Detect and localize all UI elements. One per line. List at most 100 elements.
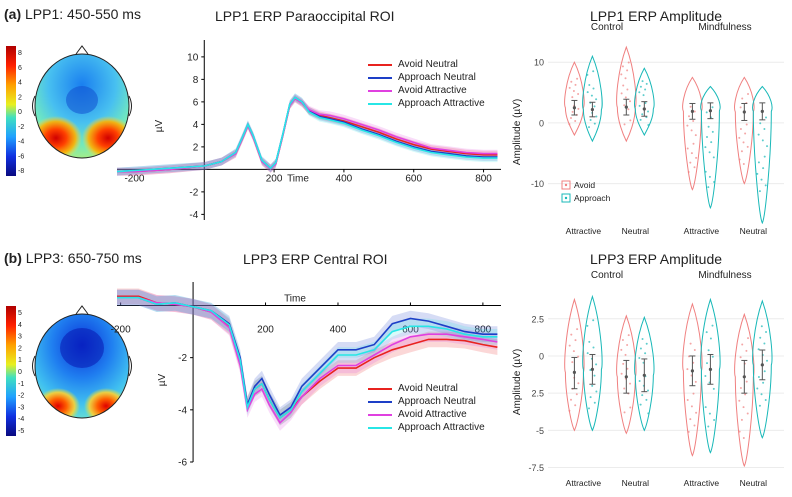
mean-point [742,375,746,379]
data-point [624,96,627,99]
data-point [570,333,573,336]
data-point [626,367,629,370]
facet-label: Mindfulness [698,270,751,281]
violin [700,297,721,454]
colorbar-tick-label: -5 [18,428,24,435]
data-point [689,342,692,345]
facet-label: Control [591,22,623,33]
colorbar-tick-label: -8 [18,168,24,175]
data-point [577,107,580,110]
data-point [645,82,648,85]
data-point [620,372,623,375]
data-point [629,382,632,385]
legend-entry: Avoid Attractive [368,408,485,421]
mean-point [624,105,628,109]
data-point [570,116,572,119]
data-point [757,133,760,136]
y-tick-label: -5 [536,426,544,436]
data-point [692,392,695,395]
x-axis-label: Time [287,173,309,184]
data-point [588,340,591,343]
data-point [762,167,765,170]
data-point [711,324,714,327]
data-point [568,123,571,126]
violin [682,76,703,191]
data-point [766,359,769,362]
data-point [575,393,578,396]
series-band [117,289,498,423]
legend-swatch [368,89,392,92]
data-point [639,85,642,88]
legend-swatch [561,193,571,203]
data-point [588,83,591,86]
data-point [639,403,642,406]
data-point [709,337,712,340]
data-point [689,105,692,108]
data-point [764,184,767,187]
data-point [576,328,579,331]
data-point [577,355,580,358]
lpp3-erp-title: LPP3 ERP Central ROI [243,251,388,267]
colorbar [6,46,16,176]
data-point [577,93,580,96]
data-point [741,97,744,100]
data-point [758,190,761,193]
data-point [647,389,650,392]
data-point [693,166,696,169]
data-point [695,156,698,159]
data-point [760,325,763,328]
data-point [638,91,641,94]
data-point [570,80,573,83]
data-point [713,181,716,184]
legend-label: Avoid [574,180,595,190]
data-point [742,162,745,165]
data-point [759,122,762,125]
data-point [713,419,716,422]
data-point [686,124,689,127]
legend-entry: Approach Attractive [368,97,485,110]
data-point [568,344,571,347]
data-point [765,116,768,119]
data-point [595,363,598,366]
data-point [711,130,714,133]
violin [616,314,637,435]
data-point [629,119,632,122]
colorbar-tick-label: -3 [18,404,24,411]
data-point [622,362,625,365]
data-point [624,77,627,80]
lpp1-erp-chart: -4 -2 2 4 6 8 10 -200 200 400 600 800 Time µV [116,40,501,221]
data-point [577,382,580,385]
data-point [690,152,693,155]
mean-point [590,367,594,371]
data-point [588,126,590,129]
data-point [592,319,595,322]
legend-label: Avoid Attractive [398,85,467,96]
data-point [738,136,741,139]
data-point [645,398,648,401]
data-point [693,349,696,352]
data-point [574,339,577,342]
violin [564,61,585,137]
x-tick-label: 800 [475,324,492,335]
data-point [629,406,632,409]
data-point [624,353,627,356]
data-point [692,119,695,122]
legend-label: Avoid Neutral [398,59,458,70]
legend-swatch [561,180,571,190]
data-point [639,118,642,121]
data-point [589,119,592,122]
panel-b-heading: (b) LPP3: 650-750 ms [4,250,142,266]
legend-swatch [368,426,392,429]
colorbar-tick-label: 4 [18,322,22,329]
legend-label: Avoid Neutral [398,383,458,394]
data-point [708,412,711,415]
data-point [744,393,747,396]
violin [682,302,703,457]
data-point [704,146,707,149]
data-point [641,337,644,340]
data-point [694,134,697,137]
x-tick-label: -200 [124,173,144,184]
data-point [693,424,696,427]
data-point [710,141,713,144]
data-point [686,398,689,401]
